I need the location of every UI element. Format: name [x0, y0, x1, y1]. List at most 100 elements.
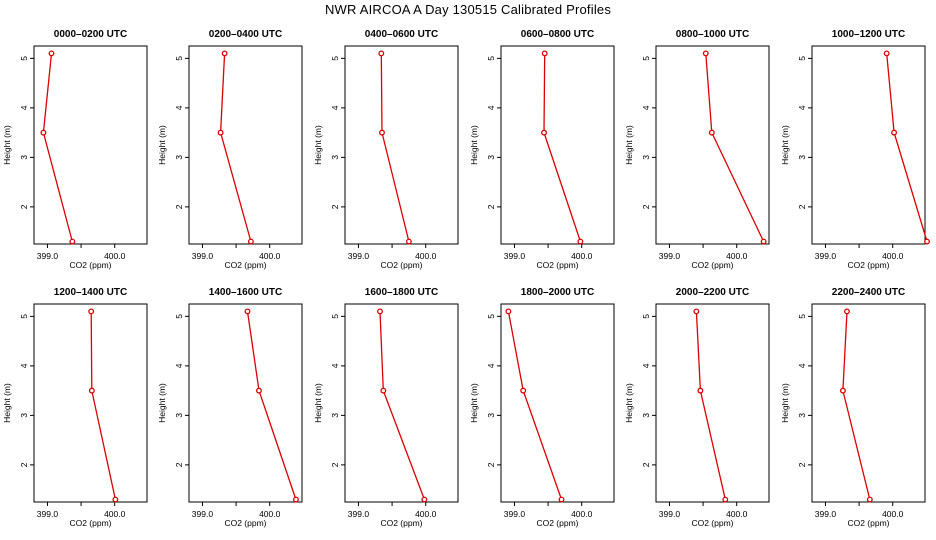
y-tick-label: 4 — [641, 363, 651, 368]
y-tick-label: 5 — [797, 56, 807, 61]
y-tick-label: 4 — [797, 363, 807, 368]
profile-line — [246, 311, 297, 500]
x-tick-label: 399.0 — [815, 251, 837, 261]
profile-line — [886, 53, 928, 242]
y-tick-label: 3 — [174, 413, 184, 418]
y-tick-label: 4 — [486, 105, 496, 110]
y-axis-label: Height (m) — [157, 383, 167, 423]
profile-line — [705, 53, 765, 242]
x-tick-label: 399.0 — [504, 251, 526, 261]
x-axis-label: CO2 (ppm) — [380, 260, 422, 270]
data-point — [520, 387, 527, 394]
x-tick-label: 400.0 — [571, 251, 593, 261]
profile-line — [380, 53, 410, 242]
plot-frame — [188, 45, 303, 245]
y-tick-label: 5 — [486, 314, 496, 319]
y-tick-label: 2 — [486, 204, 496, 209]
y-tick-label: 3 — [19, 413, 29, 418]
y-tick-label: 3 — [641, 155, 651, 160]
y-tick-label: 5 — [641, 56, 651, 61]
data-point — [247, 238, 254, 245]
x-axis-label: CO2 (ppm) — [536, 518, 578, 528]
data-point — [256, 387, 262, 394]
data-point — [40, 129, 47, 136]
x-tick-label: 400.0 — [726, 251, 748, 261]
y-tick-label: 2 — [797, 462, 807, 467]
profile-line — [695, 311, 726, 500]
panel-title: 1200–1400 UTC — [54, 287, 127, 298]
data-point — [708, 129, 715, 136]
y-axis-label: Height (m) — [624, 383, 634, 423]
y-tick-label: 3 — [330, 413, 340, 418]
y-tick-label: 2 — [641, 204, 651, 209]
data-point — [924, 238, 930, 245]
x-tick-label: 400.0 — [104, 509, 126, 519]
data-point — [378, 50, 385, 57]
x-tick-label: 399.0 — [37, 509, 59, 519]
panel-title: 2000–2200 UTC — [676, 287, 749, 298]
x-tick-label: 400.0 — [415, 509, 437, 519]
y-tick-label: 2 — [330, 204, 340, 209]
y-axis-label: Height (m) — [469, 383, 479, 423]
x-tick-label: 400.0 — [882, 251, 904, 261]
x-tick-label: 399.0 — [348, 509, 370, 519]
x-axis-label: CO2 (ppm) — [69, 518, 111, 528]
y-tick-label: 4 — [330, 363, 340, 368]
y-axis-label: Height (m) — [2, 125, 12, 165]
x-axis-label: CO2 (ppm) — [224, 260, 266, 270]
y-tick-label: 2 — [174, 462, 184, 467]
profile-line — [842, 311, 871, 500]
data-point — [69, 238, 76, 245]
panel-title: 0000–0200 UTC — [54, 29, 127, 40]
y-tick-label: 3 — [19, 155, 29, 160]
panel-title: 0200–0400 UTC — [209, 29, 282, 40]
x-tick-label: 399.0 — [504, 509, 526, 519]
y-tick-label: 3 — [641, 413, 651, 418]
profile-line — [42, 53, 73, 242]
plot-frame — [33, 303, 148, 503]
y-axis-label: Height (m) — [469, 125, 479, 165]
panel-title: 1400–1600 UTC — [209, 287, 282, 298]
y-tick-label: 3 — [330, 155, 340, 160]
data-point — [379, 129, 385, 136]
profile-line — [507, 311, 563, 500]
data-point — [891, 129, 898, 136]
data-point — [380, 387, 387, 394]
x-axis-label: CO2 (ppm) — [847, 518, 889, 528]
plot-frame — [655, 45, 770, 245]
x-tick-label: 399.0 — [192, 509, 214, 519]
plot-frame — [500, 45, 615, 245]
data-point — [112, 496, 119, 503]
x-axis-label: CO2 (ppm) — [691, 518, 733, 528]
data-point — [405, 238, 412, 245]
y-tick-label: 4 — [19, 105, 29, 110]
plot-frame — [188, 303, 303, 503]
y-tick-label: 4 — [641, 105, 651, 110]
x-axis-label: CO2 (ppm) — [691, 260, 733, 270]
panel-title: 1600–1800 UTC — [365, 287, 438, 298]
y-axis-label: Height (m) — [624, 125, 634, 165]
x-tick-label: 399.0 — [348, 251, 370, 261]
y-tick-label: 2 — [174, 204, 184, 209]
y-tick-label: 5 — [19, 314, 29, 319]
y-tick-label: 4 — [330, 105, 340, 110]
data-point — [722, 496, 729, 503]
x-tick-label: 399.0 — [659, 509, 681, 519]
panel-title: 1800–2000 UTC — [521, 287, 594, 298]
plot-frame — [655, 303, 770, 503]
x-axis-label: CO2 (ppm) — [380, 518, 422, 528]
x-tick-label: 400.0 — [259, 251, 281, 261]
x-axis-label: CO2 (ppm) — [224, 518, 266, 528]
data-point — [88, 308, 95, 315]
y-tick-label: 4 — [486, 363, 496, 368]
panel-title: 0400–0600 UTC — [365, 29, 438, 40]
y-axis-label: Height (m) — [780, 383, 790, 423]
y-axis-label: Height (m) — [313, 125, 323, 165]
data-point — [292, 496, 299, 503]
